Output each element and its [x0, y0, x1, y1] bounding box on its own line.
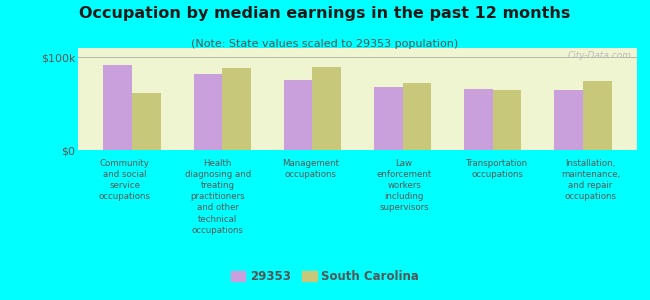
Bar [374, 87, 402, 150]
Bar [132, 92, 161, 150]
Bar [402, 83, 432, 150]
Bar [222, 68, 251, 150]
Text: Management
occupations: Management occupations [282, 159, 339, 179]
Bar [554, 90, 583, 150]
Text: (Note: State values scaled to 29353 population): (Note: State values scaled to 29353 popu… [191, 39, 459, 49]
Legend: 29353, South Carolina: 29353, South Carolina [226, 266, 424, 288]
Text: Law
enforcement
workers
including
supervisors: Law enforcement workers including superv… [376, 159, 432, 212]
Text: Health
diagnosing and
treating
practitioners
and other
technical
occupations: Health diagnosing and treating practitio… [185, 159, 251, 235]
Bar [103, 65, 132, 150]
Text: Community
and social
service
occupations: Community and social service occupations [99, 159, 151, 201]
Text: Installation,
maintenance,
and repair
occupations: Installation, maintenance, and repair oc… [561, 159, 620, 201]
Bar [493, 90, 521, 150]
Bar [583, 81, 612, 150]
Text: City-Data.com: City-Data.com [567, 51, 631, 60]
Bar [313, 67, 341, 150]
Text: Occupation by median earnings in the past 12 months: Occupation by median earnings in the pas… [79, 6, 571, 21]
Bar [194, 74, 222, 150]
Text: Transportation
occupations: Transportation occupations [466, 159, 528, 179]
Bar [283, 80, 313, 150]
Bar [464, 89, 493, 150]
